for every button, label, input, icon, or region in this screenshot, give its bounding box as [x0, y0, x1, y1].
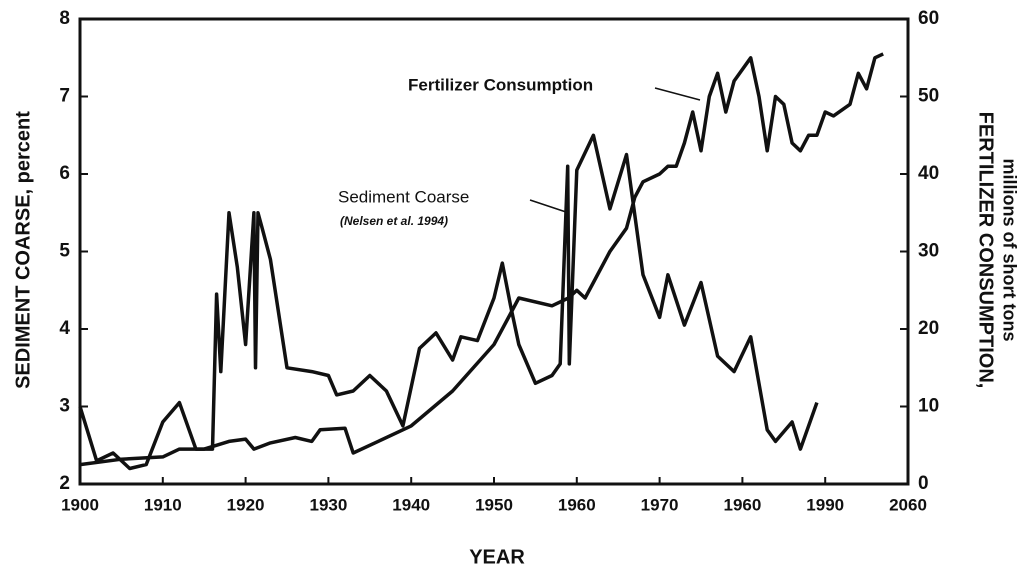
y2-tick-label: 10 [918, 396, 939, 417]
annotation: (Nelsen et al. 1994) [340, 214, 448, 228]
annotation: Sediment Coarse [338, 187, 469, 206]
y-tick-label: 5 [59, 241, 70, 262]
x-tick-label: 1990 [806, 495, 844, 514]
x-tick-label: 1950 [475, 495, 513, 514]
y2-tick-label: 40 [918, 163, 939, 184]
y-tick-label: 4 [59, 318, 70, 339]
annotation-arrow [529, 199, 567, 213]
x-axis-label: YEAR [469, 546, 525, 568]
series-line [79, 52, 884, 467]
x-tick-label: 1910 [144, 495, 182, 514]
y2-tick-label: 20 [918, 318, 939, 339]
y-axis-label: SEDIMENT COARSE, percent [12, 111, 34, 389]
y-tick-label: 7 [59, 86, 70, 107]
annotation-arrow [654, 87, 701, 101]
y2-tick-label: 50 [918, 86, 939, 107]
x-tick-label: 1960 [723, 495, 761, 514]
annotation: Fertilizer Consumption [408, 75, 593, 94]
y2-axis-label: FERTILIZER CONSUMPTION, [975, 112, 997, 389]
y2-tick-label: 0 [918, 473, 929, 494]
y-tick-label: 2 [59, 473, 70, 494]
y-tick-label: 3 [59, 396, 70, 417]
x-tick-label: 1940 [392, 495, 430, 514]
y2-tick-label: 30 [918, 241, 939, 262]
x-tick-label: 1960 [558, 495, 596, 514]
y2-axis-label: millions of short tons [999, 159, 1019, 342]
x-tick-label: 1920 [227, 495, 265, 514]
y2-tick-label: 60 [918, 8, 939, 29]
x-tick-label: 1930 [309, 495, 347, 514]
y-tick-label: 6 [59, 163, 70, 184]
y-tick-label: 8 [59, 8, 70, 29]
x-tick-label: 1900 [61, 495, 99, 514]
x-tick-label: 2060 [889, 495, 927, 514]
x-tick-label: 1970 [641, 495, 679, 514]
series-line [78, 133, 819, 471]
